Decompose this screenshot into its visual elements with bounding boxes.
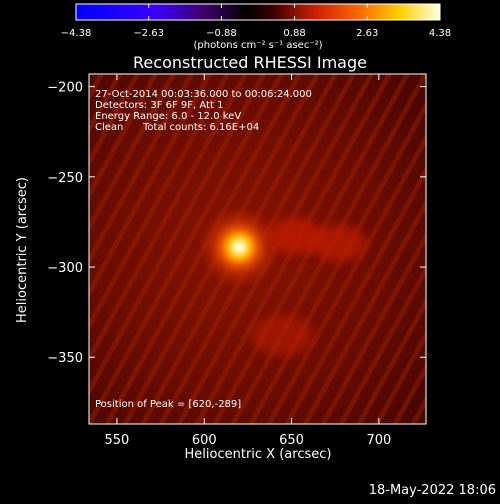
image-streak: [467, 74, 500, 424]
image-streak: [356, 296, 426, 424]
y-tick-label: −200: [47, 81, 83, 96]
image-streak: [0, 74, 12, 424]
image-streak: [284, 166, 426, 424]
peak-position-text: Position of Peak = [620,-289]: [95, 399, 241, 410]
total-counts-text: Total counts: 6.16E+04: [142, 122, 259, 133]
x-tick-label: 600: [192, 433, 217, 448]
time-range-text: 27-Oct-2014 00:03:36.000 to 00:06:24.000: [95, 89, 312, 100]
colorbar-tick-label: 0.88: [283, 28, 305, 39]
image-streak: [302, 198, 426, 424]
image-streak: [89, 74, 212, 299]
image-streak: [89, 74, 176, 233]
colorbar-tick-label: 2.63: [356, 28, 378, 39]
image-streak: [0, 74, 66, 424]
image-streak: [0, 74, 84, 424]
source-peak: [231, 239, 247, 255]
colorbar-tick-label: −2.63: [133, 28, 164, 39]
source-blob: [267, 218, 323, 255]
image-streak: [485, 74, 500, 424]
image-streak: [89, 74, 194, 266]
colorbar-tick-label: −0.88: [206, 28, 237, 39]
clean-method-text: Clean: [95, 122, 123, 133]
image-streak: [89, 74, 140, 168]
image-streak: [89, 74, 248, 364]
x-tick-label: 550: [105, 433, 130, 448]
info-annotations: 27-Oct-2014 00:03:36.000 to 00:06:24.000…: [95, 89, 312, 410]
image-streak: [431, 74, 500, 424]
plot-area: 550 600 650 700 −200 −250 −300 −350: [0, 73, 500, 448]
emission-sources: [205, 213, 367, 357]
footer-timestamp: 18-May-2022 18:06: [369, 483, 496, 498]
chart-title: Reconstructed RHESSI Image: [133, 53, 367, 72]
image-streak: [89, 74, 266, 397]
plot-frame: [88, 73, 427, 425]
energy-range-text: Energy Range: 6.0 - 12.0 keV: [95, 111, 241, 122]
source-blob: [310, 225, 367, 262]
detectors-text: Detectors: 3F 6F 9F, Att 1: [95, 100, 223, 111]
x-axis-title: Heliocentric X (arcsec): [185, 447, 332, 462]
image-streak: [338, 264, 426, 424]
image-streak: [449, 74, 500, 424]
image-streak: [320, 231, 426, 424]
image-streak: [89, 74, 230, 332]
x-tick-label: 700: [366, 433, 391, 448]
image-streak: [89, 74, 284, 424]
colorbar-tick-label: −4.38: [61, 28, 92, 39]
colorbar-strip: [75, 3, 441, 21]
x-tick-label: 650: [279, 433, 304, 448]
colorbar-tick-label: 4.38: [429, 28, 451, 39]
image-streak: [374, 329, 426, 424]
y-tick-label: −300: [47, 261, 83, 276]
source-blob: [251, 315, 315, 357]
colorbar: −4.38 −2.63 −0.88 0.88 2.63 4.38 (photons cm⁻…: [61, 3, 451, 51]
y-tick-label: −250: [47, 171, 83, 186]
image-streak: [89, 74, 158, 201]
y-tick-label: −350: [47, 351, 83, 366]
image-streak: [104, 74, 302, 424]
y-axis-title: Heliocentric Y (arcsec): [15, 177, 30, 323]
colorbar-label: (photons cm⁻² s⁻¹ asec⁻²): [193, 40, 322, 51]
